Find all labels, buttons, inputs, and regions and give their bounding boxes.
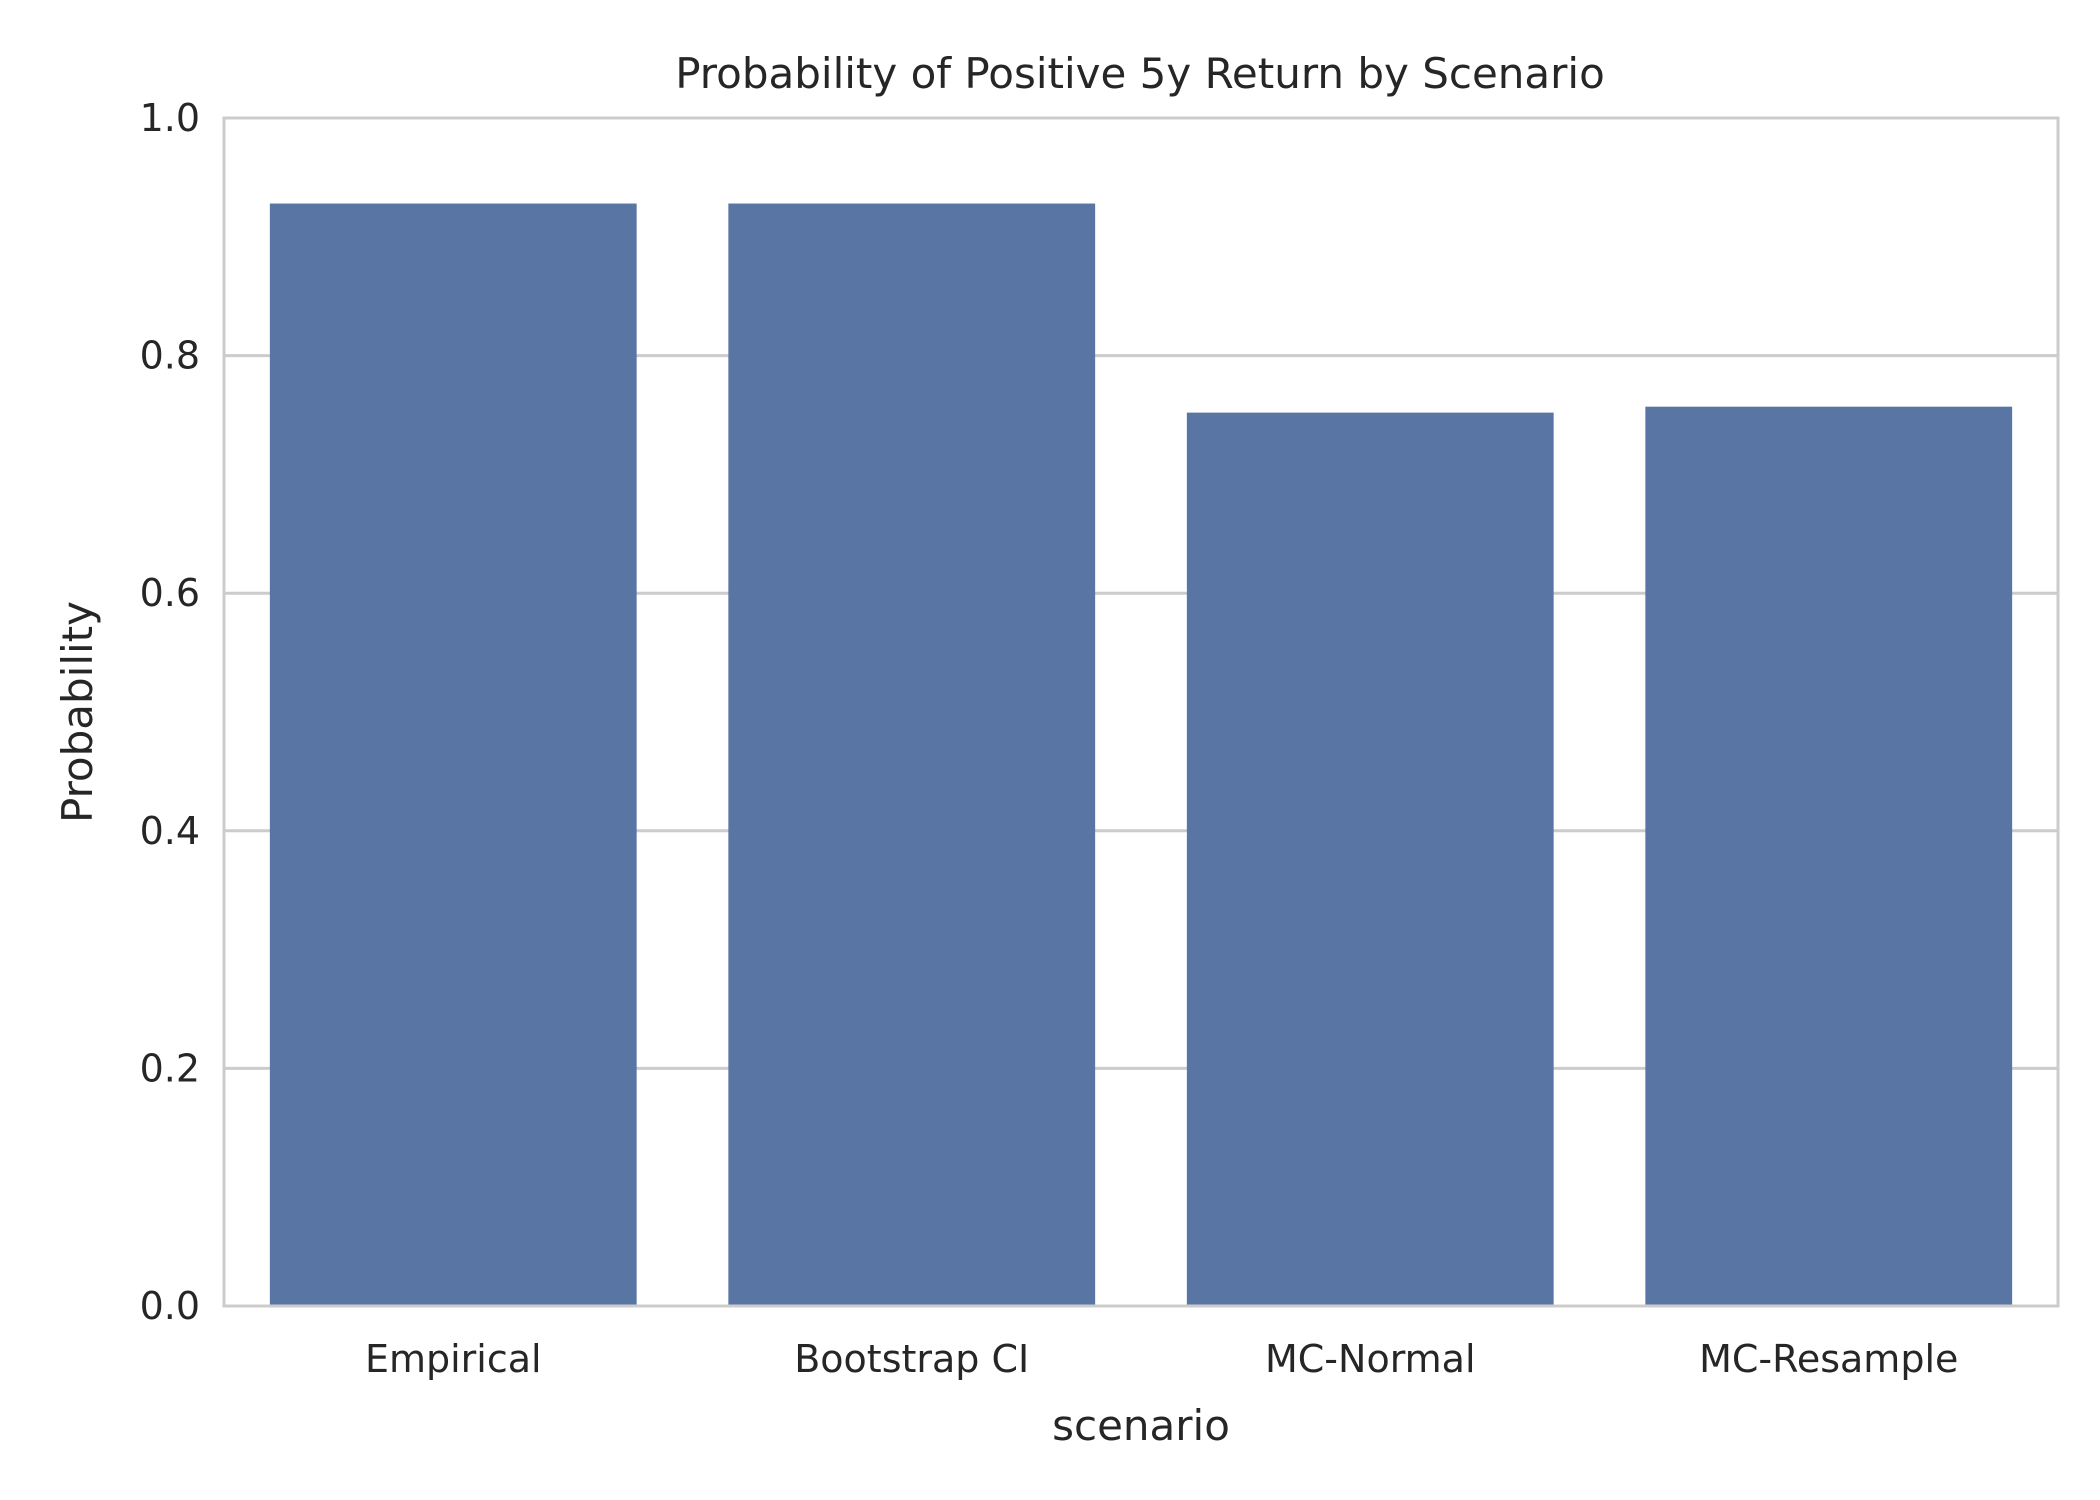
bars: [269, 203, 2013, 1307]
y-tick-label: 0.2: [140, 1046, 200, 1090]
bar-mc-normal: [1186, 412, 1554, 1306]
y-tick-label: 0.4: [140, 809, 200, 853]
bar-mc-resample: [1645, 406, 2013, 1307]
x-tick-label: Empirical: [365, 1337, 542, 1381]
x-axis-ticks: Empirical Bootstrap CI MC-Normal MC-Resampl…: [365, 1337, 1958, 1381]
y-axis-title: Probability: [53, 601, 102, 823]
plot-frame: [222, 116, 2060, 1308]
x-axis-title: scenario: [1052, 1401, 1230, 1450]
bar-empirical: [269, 203, 637, 1306]
y-tick-label: 0.8: [140, 334, 200, 378]
chart-title: Probability of Positive 5y Return by Sce…: [675, 49, 1605, 98]
y-tick-label: 1.0: [140, 96, 200, 140]
x-tick-label: Bootstrap CI: [794, 1337, 1029, 1381]
y-tick-label: 0.0: [140, 1284, 200, 1328]
y-axis-ticks: 0.0 0.2 0.4 0.6 0.8 1.0: [140, 96, 200, 1328]
bar-bootstrap-ci: [728, 203, 1096, 1306]
y-tick-label: 0.6: [140, 571, 200, 615]
x-tick-label: MC-Normal: [1265, 1337, 1476, 1381]
x-tick-label: MC-Resample: [1699, 1337, 1958, 1381]
